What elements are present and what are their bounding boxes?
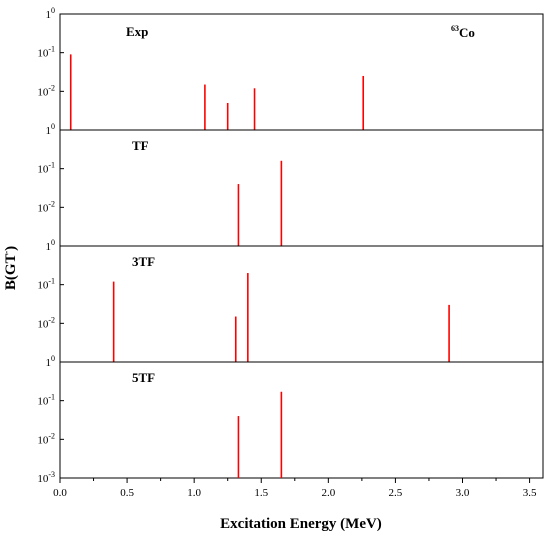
x-tick-label: 1.5: [254, 487, 268, 499]
panel-3tf: 10-1 10-2 10 3TF: [37, 245, 543, 369]
y-tick-label: 10-1: [37, 45, 55, 60]
x-axis-title: Excitation Energy (MeV): [220, 516, 382, 532]
x-tick-label: 1.0: [187, 487, 201, 499]
x-tick-label: 2.5: [389, 487, 403, 499]
y-tick-label: 10-2: [37, 83, 55, 98]
y-tick-label: 10-2: [37, 315, 55, 330]
y-tick-label: 10-2: [37, 431, 55, 446]
y-tick-label: 10-1: [37, 161, 55, 176]
y-tick-label: 10: [46, 238, 56, 253]
panel-5tf: 10-1 10-2 10-3 5TF: [37, 361, 543, 485]
y-tick-label: 10-3: [37, 470, 55, 485]
y-tick-label: 10-1: [37, 393, 55, 408]
y-tick-label: 10: [46, 6, 56, 21]
y-tick-label: 10-1: [37, 277, 55, 292]
panel-label: TF: [132, 138, 149, 153]
x-axis: 0.0 0.5 1.0 1.5 2.0 2.5 3.0 3.5: [53, 478, 537, 499]
x-tick-label: 3.5: [523, 487, 537, 499]
y-tick-label: 10: [46, 122, 56, 137]
y-tick-label: 10: [46, 354, 56, 369]
panel-label: Exp: [126, 24, 148, 39]
x-tick-label: 0.5: [120, 487, 134, 499]
panel-exp: 10 10-1 10-2 10 Exp: [37, 6, 365, 137]
panel-tf: 10-1 10-2 10 TF: [37, 129, 543, 253]
x-tick-label: 2.0: [321, 487, 335, 499]
x-tick-label: 0.0: [53, 487, 67, 499]
y-tick-label: 10-2: [37, 199, 55, 214]
nucleus-label: 63Co: [451, 24, 475, 40]
x-tick-label: 3.0: [456, 487, 470, 499]
y-axis-title: B(GT-): [2, 246, 19, 290]
panel-label: 3TF: [132, 254, 155, 269]
panel-label: 5TF: [132, 370, 155, 385]
panels: 10 10-1 10-2 10 Exp 10-1 10-2 10 TF 10-1 10-2 10 3TF…: [37, 6, 543, 485]
